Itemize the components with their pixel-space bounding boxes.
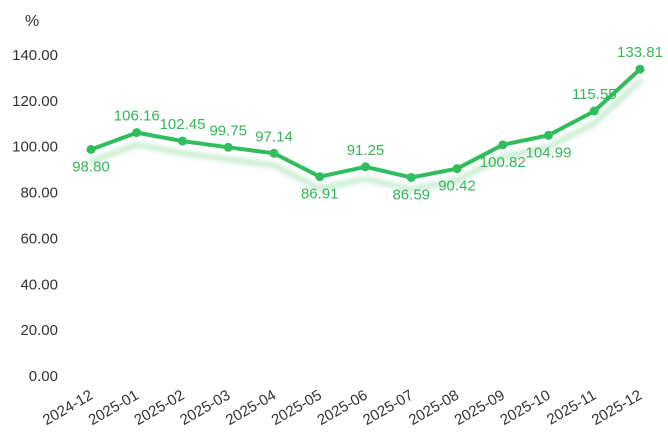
data-label: 100.82 [480, 154, 526, 171]
data-label: 133.81 [617, 44, 663, 61]
y-tick-label: 20.00 [20, 322, 58, 339]
data-label: 102.45 [160, 116, 206, 133]
data-label: 98.80 [72, 158, 110, 175]
x-tick-label: 2025-10 [497, 387, 553, 429]
data-point[interactable] [223, 142, 233, 152]
x-tick-label: 2025-07 [360, 387, 416, 429]
x-tick-label: 2025-03 [177, 387, 233, 429]
series-line-shadow [88, 78, 643, 193]
series-layer [86, 64, 645, 193]
data-point[interactable] [544, 130, 553, 140]
y-axis-unit-label: % [25, 13, 39, 30]
data-point[interactable] [269, 148, 279, 158]
y-tick-label: 120.00 [12, 93, 58, 110]
y-tick-label: 100.00 [12, 139, 58, 156]
x-tick-label: 2025-02 [131, 387, 187, 429]
x-axis-ticks: 2024-122025-012025-022025-032025-042025-… [40, 387, 645, 429]
y-tick-label: 0.00 [29, 368, 58, 385]
data-point[interactable] [86, 144, 96, 154]
data-label: 91.25 [347, 142, 385, 159]
data-point[interactable] [132, 128, 142, 138]
x-tick-label: 2025-12 [589, 387, 645, 429]
data-label: 86.59 [392, 186, 430, 203]
data-point[interactable] [361, 162, 370, 172]
x-tick-label: 2025-06 [314, 387, 370, 429]
data-point[interactable] [178, 136, 187, 146]
data-label: 86.91 [301, 186, 339, 203]
data-point[interactable] [589, 106, 599, 116]
data-point[interactable] [452, 164, 462, 174]
y-axis-ticks: 0.00 20.00 40.00 60.00 80.00 100.00 120.00 140.… [12, 47, 58, 385]
x-tick-label: 2025-04 [223, 387, 279, 429]
data-point[interactable] [315, 172, 325, 182]
y-tick-label: 80.00 [20, 185, 58, 202]
data-point[interactable] [635, 64, 645, 74]
x-tick-label: 2025-09 [452, 387, 508, 429]
y-tick-label: 140.00 [12, 47, 58, 64]
y-tick-label: 60.00 [20, 230, 58, 247]
x-tick-label: 2025-01 [86, 387, 142, 429]
data-point[interactable] [406, 172, 416, 182]
data-label: 106.16 [114, 108, 160, 125]
data-label: 104.99 [526, 144, 572, 161]
x-tick-label: 2025-08 [406, 387, 462, 429]
data-label: 115.55 [572, 86, 617, 103]
data-point[interactable] [498, 140, 508, 150]
x-tick-label: 2024-12 [40, 387, 96, 429]
x-tick-label: 2025-11 [544, 387, 599, 429]
data-label: 97.14 [255, 128, 293, 145]
data-label: 90.42 [438, 178, 476, 195]
y-tick-label: 40.00 [20, 276, 58, 293]
x-tick-label: 2025-05 [269, 387, 325, 429]
data-label: 99.75 [209, 122, 247, 139]
